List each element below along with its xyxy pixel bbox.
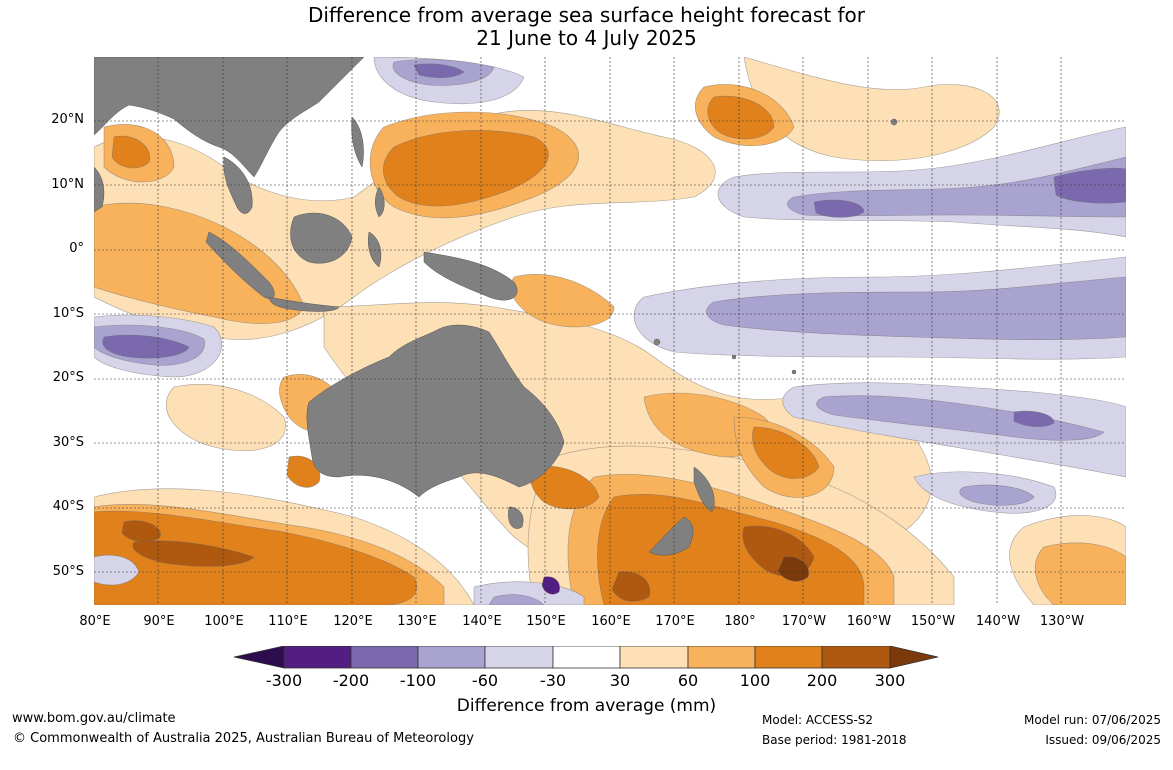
colorbar-tick-10: 300	[874, 671, 906, 690]
colorbar-tick-2: -200	[332, 671, 370, 690]
colorbar-swatch-8	[754, 645, 823, 669]
colorbar-swatch-above	[889, 645, 939, 669]
lat-label-20n: 20°N	[51, 112, 84, 127]
lon-label-160e: 160°E	[591, 614, 631, 629]
lon-label-140e: 140°E	[462, 614, 502, 629]
lat-label-50s: 50°S	[52, 564, 84, 579]
map-title: Difference from average sea surface heig…	[0, 4, 1173, 50]
lon-label-180: 180°	[724, 614, 756, 629]
colorbar-tick-4: -60	[471, 671, 499, 690]
colorbar-tick-5: -30	[539, 671, 567, 690]
colorbar-swatch-6	[619, 645, 689, 669]
footer-copyright: © Commonwealth of Australia 2025, Austra…	[13, 731, 474, 746]
lon-label-170w: 170°W	[781, 614, 827, 629]
lat-label-20s: 20°S	[52, 370, 84, 385]
title-line-1: Difference from average sea surface heig…	[307, 3, 866, 27]
colorbar-swatch-9	[821, 645, 891, 669]
colorbar	[233, 645, 940, 672]
lon-label-150e: 150°E	[526, 614, 566, 629]
anomaly-field	[94, 57, 1126, 605]
footer-website: www.bom.gov.au/climate	[12, 711, 176, 726]
lon-label-120e: 120°E	[333, 614, 373, 629]
lon-label-130e: 130°E	[397, 614, 437, 629]
colorbar-swatch-2	[350, 645, 419, 669]
lon-label-80e: 80°E	[79, 614, 111, 629]
colorbar-tick-7: 60	[677, 671, 699, 690]
colorbar-title: Difference from average (mm)	[456, 696, 717, 716]
colorbar-tick-6: 30	[609, 671, 631, 690]
lon-label-140w: 140°W	[975, 614, 1021, 629]
colorbar-tick-9: 200	[806, 671, 838, 690]
lon-label-110e: 110°E	[268, 614, 308, 629]
footer-model-run: Model run: 07/06/2025	[1023, 713, 1161, 727]
colorbar-swatch-4	[484, 645, 554, 669]
lat-label-10s: 10°S	[52, 306, 84, 321]
colorbar-swatch-3	[417, 645, 486, 669]
lon-label-90e: 90°E	[143, 614, 175, 629]
lon-label-130w: 130°W	[1039, 614, 1085, 629]
lat-label-10n: 10°N	[51, 177, 84, 192]
colorbar-swatch-5	[552, 645, 621, 669]
title-line-2: 21 June to 4 July 2025	[476, 26, 697, 50]
lon-label-170e: 170°E	[655, 614, 695, 629]
colorbar-swatch-below	[233, 645, 285, 669]
lon-label-150w: 150°W	[910, 614, 956, 629]
graticule	[94, 57, 1126, 605]
colorbar-swatch-1	[283, 645, 352, 669]
lon-label-160w: 160°W	[846, 614, 892, 629]
lat-label-30s: 30°S	[52, 435, 84, 450]
colorbar-tick-3: -100	[399, 671, 437, 690]
anomaly-map	[94, 57, 1126, 605]
lon-label-100e: 100°E	[204, 614, 244, 629]
colorbar-tick-8: 100	[739, 671, 771, 690]
lat-label-40s: 40°S	[52, 499, 84, 514]
colorbar-swatch-7	[687, 645, 756, 669]
lat-label-0: 0°	[69, 241, 84, 256]
footer-base-period: Base period: 1981-2018	[762, 733, 907, 747]
colorbar-tick-1: -300	[265, 671, 303, 690]
footer-model: Model: ACCESS-S2	[762, 713, 874, 727]
footer-issued: Issued: 09/06/2025	[1045, 733, 1161, 747]
land-masses	[94, 57, 898, 556]
